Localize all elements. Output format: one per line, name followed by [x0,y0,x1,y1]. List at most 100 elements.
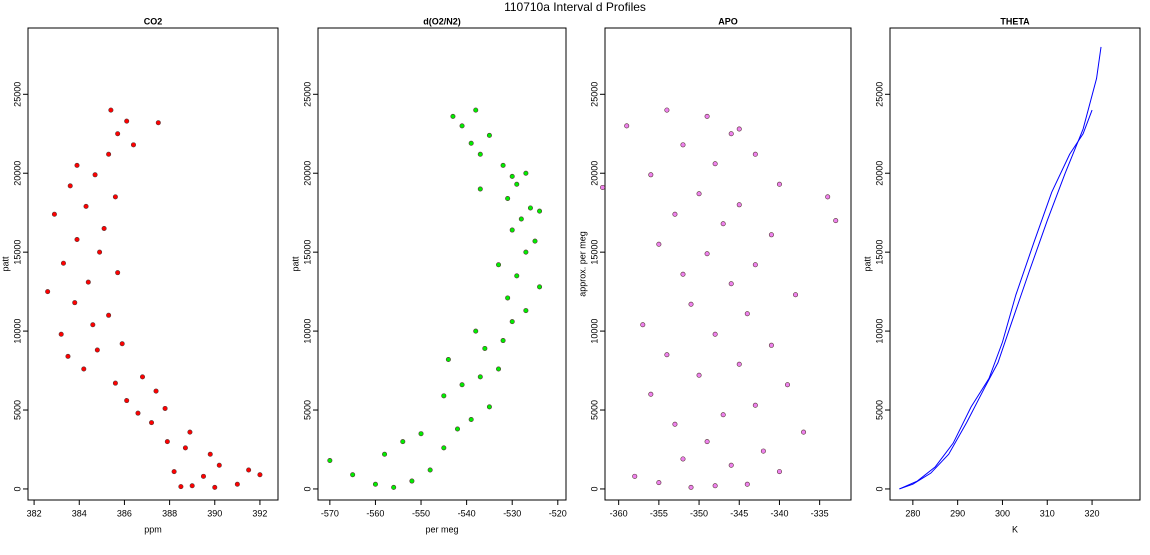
data-point [94,347,100,353]
data-point [409,478,415,484]
x-tick-label: -560 [366,508,384,518]
x-tick-label: 382 [27,508,42,518]
data-point [162,405,168,411]
data-point [382,451,388,457]
data-point [468,416,474,422]
data-point [81,366,87,372]
y-tick-label: 10000 [12,319,22,344]
data-point [680,271,686,277]
data-point [793,292,799,298]
y-tick-label: 0 [874,486,884,491]
data-point [454,426,460,432]
data-point [187,429,193,435]
x-tick-label: -355 [650,508,668,518]
y-tick-label: 10000 [589,319,599,344]
data-point [712,161,718,167]
data-point [182,445,188,451]
x-tick-label: -570 [321,508,339,518]
plot-frame [604,27,852,501]
data-point [744,311,750,317]
data-point [624,123,630,129]
data-point [640,322,646,328]
x-tick-label: 320 [1085,508,1100,518]
x-tick-label: 390 [207,508,222,518]
data-point [523,249,529,255]
data-point [473,107,479,113]
data-point [523,308,529,314]
y-tick-label: 5000 [874,400,884,420]
data-point [108,107,114,113]
y-tick-label: 10000 [302,319,312,344]
data-point [648,391,654,397]
data-point [65,353,71,359]
data-point [459,382,465,388]
y-tick-label: 0 [12,486,22,491]
data-point [496,366,502,372]
x-tick-label: 300 [995,508,1010,518]
data-point [115,270,121,276]
data-point [514,181,520,187]
data-point [85,279,91,285]
y-tick-label: 25000 [874,82,884,107]
data-point [477,374,483,380]
y-tick-label: 20000 [589,161,599,186]
data-point [537,208,543,214]
data-line [899,46,1102,490]
data-point [60,260,66,266]
y-tick-label: 5000 [302,400,312,420]
data-point [632,473,638,479]
y-tick-label: 20000 [302,161,312,186]
data-point [106,151,112,157]
data-point [468,140,474,146]
data-point [696,372,702,378]
data-point [736,126,742,132]
data-point [537,284,543,290]
data-point [664,352,670,358]
data-point [473,328,479,334]
data-point [825,194,831,200]
data-point [704,251,710,257]
data-point [155,120,161,126]
data-point [509,173,515,179]
panel-title: CO2 [144,16,163,26]
x-tick-label: 386 [117,508,132,518]
data-point [327,458,333,464]
plot-frame [317,27,567,501]
data-point [450,113,456,119]
y-tick-label: 10000 [874,319,884,344]
data-point [704,439,710,445]
data-point [189,483,195,489]
panel-title: APO [718,16,738,26]
x-tick-label: -530 [503,508,521,518]
data-point [400,439,406,445]
data-point [58,331,64,337]
x-tick-label: -550 [412,508,430,518]
data-point [712,483,718,489]
panel-title: THETA [1000,16,1030,26]
y-tick-label: 15000 [589,240,599,265]
data-point [486,404,492,410]
y-tick-label: 15000 [302,240,312,265]
data-point [257,472,263,478]
page-title: 110710a Interval d Profiles [504,0,646,14]
data-point [527,205,533,211]
data-point [514,273,520,279]
data-point [119,341,125,347]
data-point [768,232,774,238]
y-axis-label: patt [862,256,872,272]
data-point [74,162,80,168]
data-point [246,467,252,473]
data-point [207,451,213,457]
data-point [459,123,465,129]
x-tick-label: 310 [1040,508,1055,518]
data-point [784,382,790,388]
data-point [441,393,447,399]
data-point [153,388,159,394]
data-point [680,142,686,148]
data-point [720,412,726,418]
y-tick-label: 20000 [874,161,884,186]
data-point [83,203,89,209]
data-point [124,398,130,404]
y-tick-label: 5000 [589,400,599,420]
data-point [505,195,511,201]
